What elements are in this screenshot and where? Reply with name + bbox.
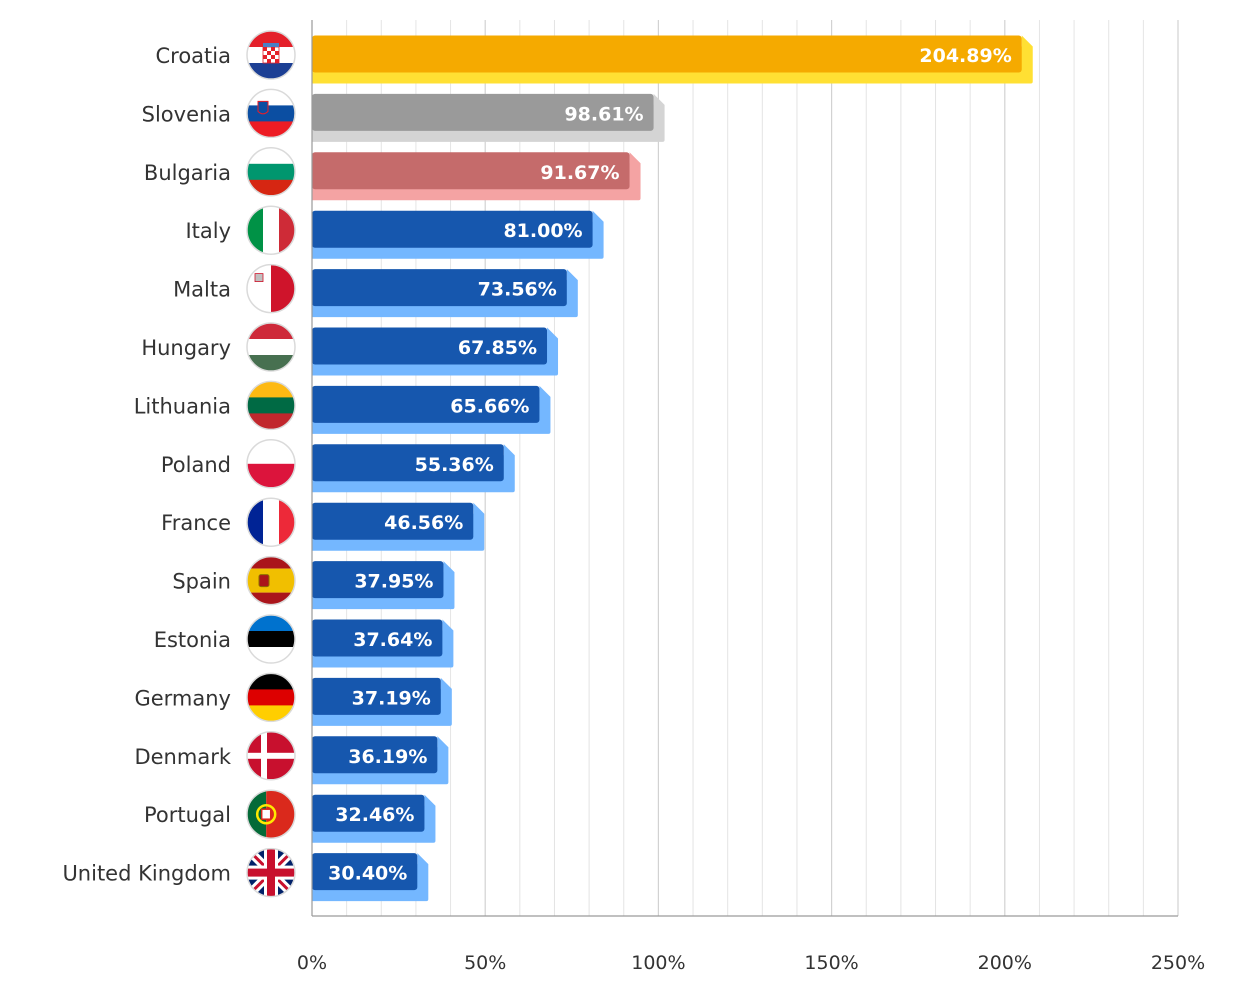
- flag-border: [246, 322, 296, 372]
- bar-group: 37.95%: [312, 561, 455, 610]
- x-axis-ticks: 0% 50% 100% 150% 200% 250%: [297, 952, 1205, 974]
- bar: [312, 794, 425, 832]
- flag-border: [246, 30, 296, 80]
- bar-value-label: 73.56%: [478, 279, 557, 301]
- country-label: Croatia: [156, 44, 232, 68]
- bar-value-label: 30.40%: [328, 863, 407, 885]
- x-tick-label: 250%: [1151, 952, 1205, 974]
- united-kingdom-flag-icon: [247, 848, 295, 897]
- bar-value-label: 46.56%: [384, 512, 463, 534]
- country-label: Lithuania: [134, 394, 231, 418]
- bar-group: 204.89%: [312, 35, 1033, 84]
- flag-border: [246, 614, 296, 664]
- flag-border: [246, 731, 296, 781]
- bar: [312, 444, 504, 482]
- bar: [312, 677, 441, 715]
- bar-value-label: 204.89%: [919, 45, 1011, 67]
- bar: [312, 385, 540, 423]
- bar: [312, 35, 1022, 73]
- country-label: Portugal: [144, 803, 231, 827]
- bar-group: 98.61%: [312, 93, 665, 142]
- flag-border: [246, 263, 296, 314]
- malta-flag-icon: [247, 264, 295, 313]
- bar-group: 36.19%: [312, 736, 449, 785]
- flag-border: [246, 88, 296, 139]
- flag-border: [246, 555, 296, 606]
- bar-value-label: 32.46%: [335, 804, 414, 826]
- flag-border: [246, 789, 296, 839]
- country-label: Hungary: [141, 336, 231, 360]
- flag-border: [246, 205, 296, 255]
- denmark-flag-icon: [247, 731, 295, 780]
- flag-border: [246, 439, 296, 489]
- bar: [312, 619, 443, 657]
- bar-group: 73.56%: [312, 269, 578, 318]
- bar-value-label: 55.36%: [415, 454, 494, 476]
- bar: [312, 269, 567, 307]
- country-label: France: [161, 511, 231, 535]
- x-tick-label: 150%: [804, 952, 858, 974]
- bar-value-label: 65.66%: [450, 395, 529, 417]
- axes: [311, 20, 1178, 917]
- bar-group: 91.67%: [312, 152, 641, 201]
- country-label: United Kingdom: [62, 862, 231, 886]
- bar: [312, 93, 654, 131]
- country-label: Estonia: [154, 628, 231, 652]
- bar: [312, 327, 548, 365]
- country-label: Malta: [173, 278, 231, 302]
- flags: [246, 30, 296, 898]
- flag-border: [246, 380, 296, 431]
- bar: [312, 152, 630, 190]
- bar-group: 30.40%: [312, 853, 429, 902]
- bar-group: 37.64%: [312, 619, 454, 668]
- bar-group: 37.19%: [312, 677, 452, 726]
- bar: [312, 736, 438, 774]
- bar-value-label: 98.61%: [564, 103, 643, 125]
- bar: [312, 561, 444, 599]
- bars: 204.89% 98.61% 91.67% 81.00% 73.56% 67.85% 65.…: [312, 35, 1033, 902]
- bar-group: 67.85%: [312, 327, 559, 376]
- country-label: Poland: [161, 453, 231, 477]
- bar: [312, 210, 593, 248]
- bar-group: 81.00%: [312, 210, 604, 259]
- bar-value-label: 91.67%: [540, 162, 619, 184]
- x-tick-label: 200%: [978, 952, 1032, 974]
- bar: [312, 853, 418, 891]
- bar-value-label: 67.85%: [458, 337, 537, 359]
- x-tick-label: 100%: [631, 952, 685, 974]
- country-label: Denmark: [134, 745, 231, 769]
- bar-group: 55.36%: [312, 444, 515, 493]
- bar: [312, 502, 474, 540]
- bar-value-label: 81.00%: [503, 220, 582, 242]
- x-tick-label: 0%: [297, 952, 327, 974]
- bar-group: 46.56%: [312, 502, 485, 551]
- bar-group: 65.66%: [312, 385, 551, 434]
- bar-value-label: 37.64%: [353, 629, 432, 651]
- bar-value-label: 36.19%: [348, 746, 427, 768]
- bar-value-label: 37.95%: [354, 571, 433, 593]
- flag-border: [246, 497, 296, 547]
- country-label: Spain: [172, 570, 231, 594]
- country-label: Slovenia: [142, 102, 231, 126]
- flag-border: [246, 672, 296, 723]
- x-tick-label: 50%: [464, 952, 506, 974]
- flag-border: [246, 147, 296, 197]
- bar-value-label: 37.19%: [352, 687, 431, 709]
- country-label: Bulgaria: [144, 161, 231, 185]
- flag-border: [246, 847, 296, 898]
- country-label: Italy: [185, 219, 231, 243]
- bar-group: 32.46%: [312, 794, 436, 843]
- country-labels: Croatia Slovenia Bulgaria Italy Malta Hungary…: [62, 44, 231, 886]
- country-label: Germany: [134, 686, 231, 710]
